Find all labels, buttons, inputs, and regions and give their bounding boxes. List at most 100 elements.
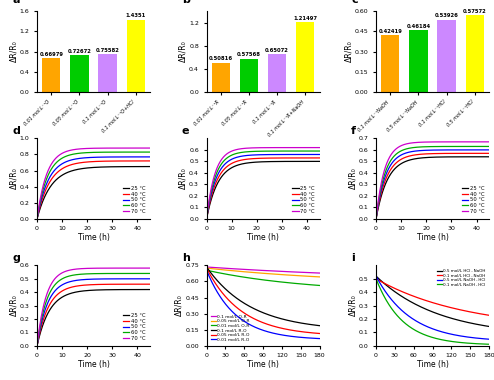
0.01 mol/L O-R	[258, 277, 264, 282]
25 °C	[271, 159, 277, 164]
Line: 50 °C: 50 °C	[376, 150, 489, 219]
25 °C	[147, 164, 153, 169]
0.5 mol/L NaOH - HCl	[466, 335, 472, 339]
Y-axis label: ΔR/R₀: ΔR/R₀	[348, 295, 357, 317]
40 °C	[486, 151, 492, 156]
50 °C	[204, 217, 209, 221]
0.1 mol/L R-O	[271, 314, 277, 319]
25 °C	[88, 165, 94, 170]
Bar	[381, 35, 400, 92]
0.1 mol/L R-O	[296, 320, 302, 325]
Bar	[212, 63, 230, 92]
Y-axis label: ΔR/R₀: ΔR/R₀	[179, 168, 188, 190]
Line: 40 °C: 40 °C	[376, 154, 489, 219]
40 °C	[101, 282, 107, 287]
70 °C	[147, 266, 153, 271]
70 °C	[373, 217, 379, 221]
0.1 mol/L R-O	[317, 323, 323, 328]
0.5 mol/L NaOH - HCl	[373, 274, 379, 279]
0.1 mol/L O-R	[258, 268, 264, 272]
25 °C	[466, 155, 472, 159]
0.1 mol/L HCl - NaOH	[427, 300, 433, 304]
70 °C	[427, 140, 433, 144]
25 °C	[144, 287, 150, 292]
50 °C	[34, 344, 40, 348]
Line: 60 °C: 60 °C	[37, 152, 150, 219]
70 °C	[427, 140, 433, 144]
Bar	[70, 55, 88, 92]
0.01 mol/L O-R	[265, 278, 271, 283]
40 °C	[271, 156, 277, 160]
70 °C	[147, 146, 153, 150]
Y-axis label: ΔR/R₀: ΔR/R₀	[348, 168, 357, 190]
Text: h: h	[182, 253, 190, 263]
Line: 50 °C: 50 °C	[37, 279, 150, 346]
40 °C	[317, 156, 323, 160]
0.05 mol/L R-O	[258, 320, 264, 324]
0.1 mol/L O-R	[314, 271, 320, 275]
0.5 mol/L HCl - NaOH	[440, 314, 446, 318]
Line: 0.05 mol/L R-O: 0.05 mol/L R-O	[206, 268, 320, 334]
40 °C	[34, 344, 40, 348]
40 °C	[88, 282, 94, 287]
60 °C	[427, 144, 433, 149]
70 °C	[314, 145, 320, 150]
60 °C	[314, 149, 320, 153]
Y-axis label: ΔR/R₀: ΔR/R₀	[175, 295, 184, 317]
Line: 60 °C: 60 °C	[376, 146, 489, 219]
0.1 mol/L HCl - NaOH	[427, 299, 433, 304]
25 °C	[147, 287, 153, 292]
40 °C	[427, 152, 433, 156]
Legend: 25 °C, 40 °C, 50 °C, 60 °C, 70 °C: 25 °C, 40 °C, 50 °C, 60 °C, 70 °C	[459, 184, 487, 216]
40 °C	[144, 158, 150, 163]
0.1 mol/L NaOH - HCl	[486, 342, 492, 347]
0.1 mol/L R-O	[257, 309, 263, 314]
Line: 0.05 mol/L O-R: 0.05 mol/L O-R	[206, 268, 320, 277]
Text: 0.75582: 0.75582	[96, 48, 120, 52]
60 °C	[147, 271, 153, 276]
60 °C	[144, 271, 150, 276]
Line: 40 °C: 40 °C	[37, 161, 150, 219]
0.1 mol/L NaOH - HCl	[427, 334, 433, 339]
0.05 mol/L R-O	[317, 331, 323, 336]
0.05 mol/L R-O	[257, 319, 263, 324]
Text: 0.72672: 0.72672	[68, 49, 91, 54]
0.5 mol/L NaOH - HCl	[427, 325, 433, 330]
0.05 mol/L R-O	[265, 322, 271, 327]
70 °C	[257, 146, 263, 150]
60 °C	[147, 150, 153, 154]
Text: b: b	[182, 0, 190, 5]
Text: 0.50816: 0.50816	[209, 56, 233, 61]
0.05 mol/L O-R	[271, 272, 277, 276]
50 °C	[440, 148, 446, 152]
50 °C	[466, 147, 472, 152]
40 °C	[147, 282, 153, 287]
0.1 mol/L HCl - NaOH	[486, 313, 492, 318]
60 °C	[88, 150, 94, 155]
40 °C	[440, 151, 446, 156]
40 °C	[95, 159, 101, 164]
50 °C	[483, 147, 489, 152]
0.1 mol/L O-R	[257, 268, 263, 272]
0.05 mol/L O-R	[204, 266, 209, 271]
60 °C	[257, 149, 263, 154]
50 °C	[296, 152, 302, 157]
70 °C	[486, 139, 492, 144]
0.01 mol/L R-O	[314, 336, 320, 341]
0.1 mol/L O-R	[271, 269, 277, 273]
25 °C	[434, 155, 440, 159]
Line: 0.1 mol/L NaOH - HCl: 0.1 mol/L NaOH - HCl	[376, 279, 489, 344]
25 °C	[144, 164, 150, 169]
60 °C	[296, 149, 302, 153]
0.5 mol/L NaOH - HCl	[427, 326, 433, 330]
0.1 mol/L NaOH - HCl	[440, 338, 446, 342]
0.5 mol/L HCl - NaOH	[427, 309, 433, 313]
Bar	[410, 30, 428, 92]
25 °C	[427, 155, 433, 160]
70 °C	[144, 146, 150, 150]
0.5 mol/L NaOH - HCl	[440, 330, 446, 334]
0.5 mol/L HCl - NaOH	[373, 274, 379, 279]
Line: 25 °C: 25 °C	[37, 290, 150, 346]
0.1 mol/L NaOH - HCl	[373, 277, 379, 281]
70 °C	[126, 266, 132, 271]
